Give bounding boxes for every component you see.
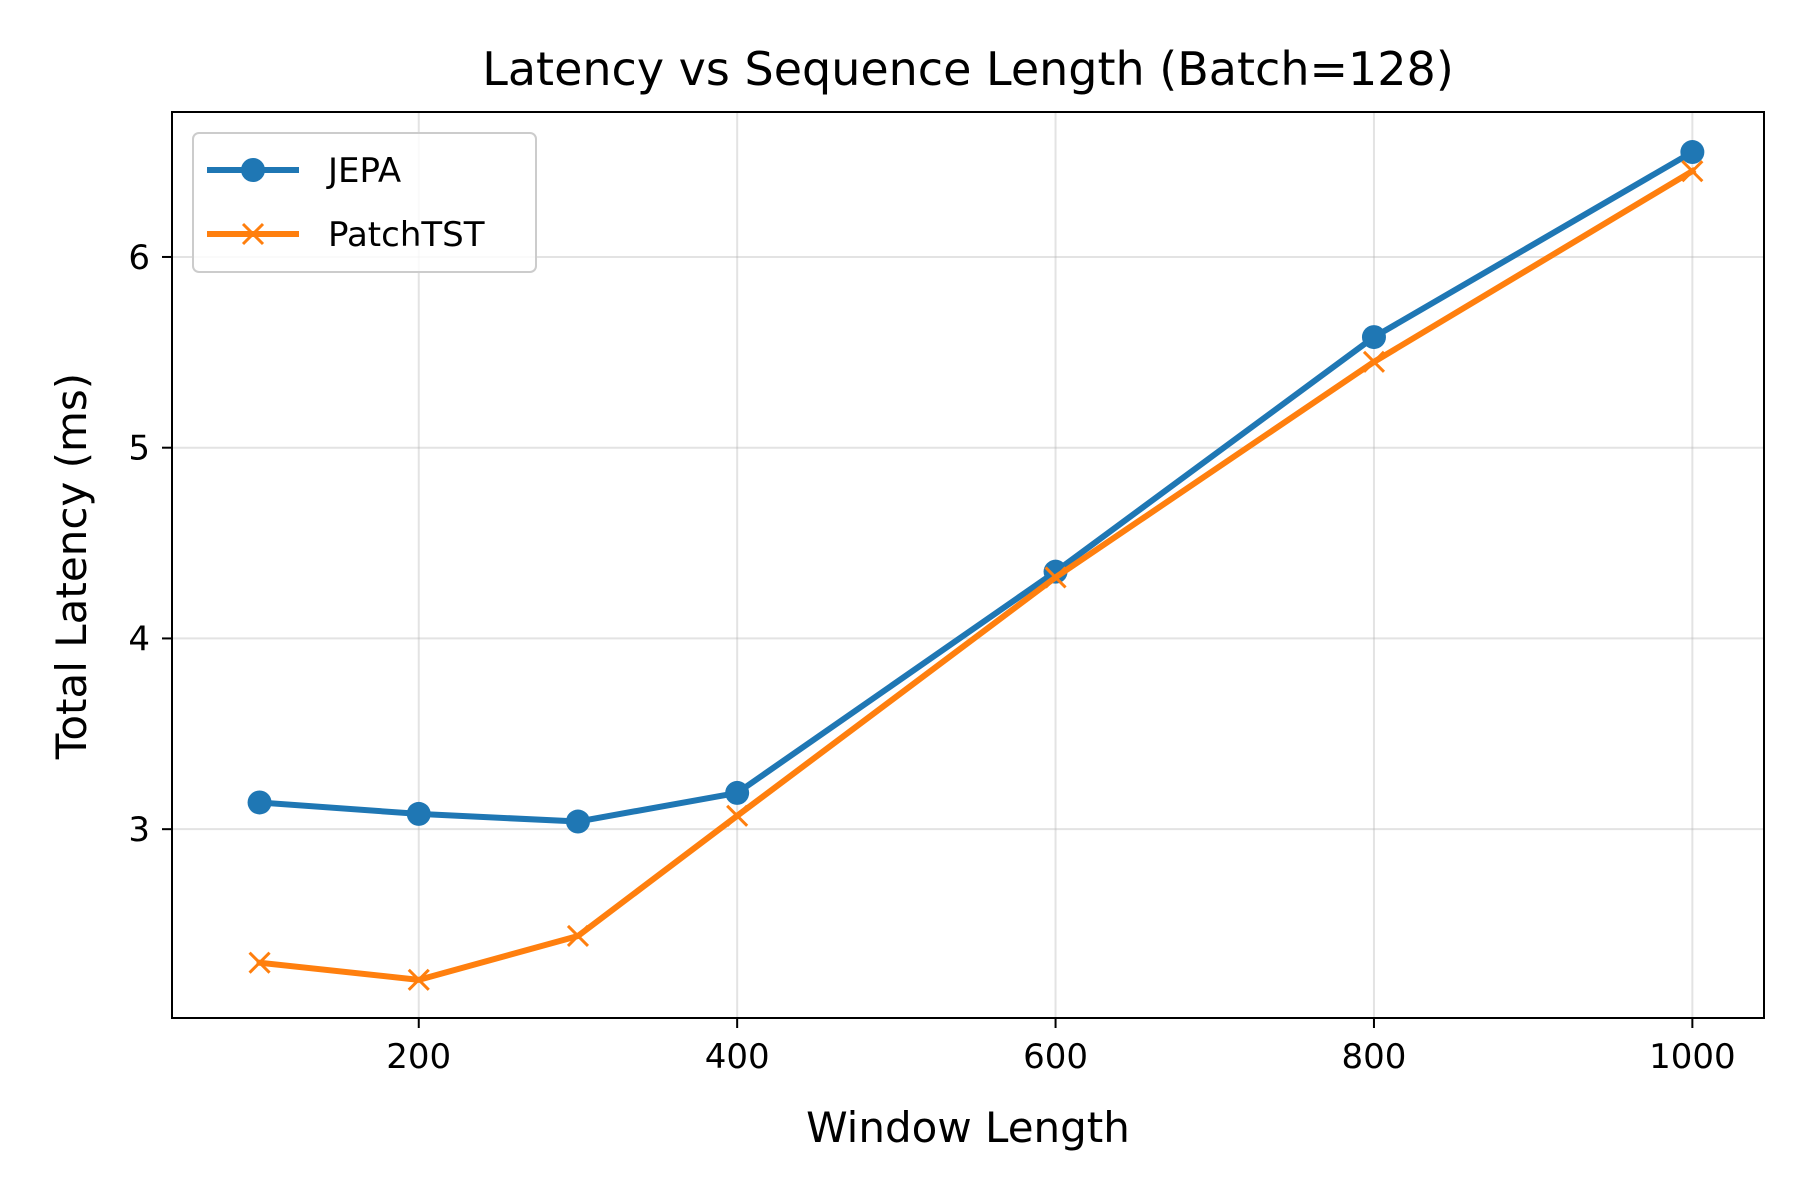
chart-title: Latency vs Sequence Length (Batch=128) [482, 42, 1454, 96]
x-tick-label: 1000 [1649, 1037, 1736, 1077]
data-point-patchtst [407, 968, 430, 991]
x-tick-label: 600 [1023, 1037, 1088, 1077]
legend-marker-patchtst [241, 222, 265, 246]
data-point-jepa [1043, 559, 1068, 584]
x-tick-label: 400 [705, 1037, 770, 1077]
data-point-jepa [1361, 325, 1386, 350]
data-point-patchtst [566, 924, 590, 948]
y-tick-label: 3 [128, 810, 150, 850]
data-point-jepa [725, 780, 750, 805]
x-axis-label: Window Length [806, 1103, 1130, 1152]
data-point-patchtst [1044, 566, 1067, 589]
series-layer [247, 140, 1705, 991]
data-point-jepa [247, 790, 272, 815]
legend-items: JEPA PatchTST [207, 151, 485, 255]
y-tick-label: 5 [128, 429, 150, 469]
legend: JEPA PatchTST [192, 132, 537, 273]
data-point-jepa [1680, 140, 1705, 165]
legend-marker-jepa [241, 158, 265, 182]
y-axis-label: Total Latency (ms) [47, 373, 96, 760]
plot-frame [171, 111, 1765, 1019]
data-point-jepa [406, 801, 431, 826]
legend-label-jepa: JEPA [326, 151, 401, 191]
y-tick-label: 4 [128, 619, 150, 659]
legend-label-patchtst: PatchTST [328, 215, 485, 255]
tick-layer: 200 400 600 800 1000 3 4 5 6 [128, 238, 1735, 1077]
data-point-patchtst [1362, 350, 1386, 373]
x-tick-label: 800 [1342, 1037, 1407, 1077]
data-point-jepa [565, 809, 590, 834]
y-tick-label: 6 [128, 238, 150, 278]
x-tick-label: 200 [386, 1037, 451, 1077]
data-point-patchtst [248, 951, 271, 974]
data-point-patchtst [726, 804, 749, 827]
data-point-patchtst [1681, 160, 1704, 183]
